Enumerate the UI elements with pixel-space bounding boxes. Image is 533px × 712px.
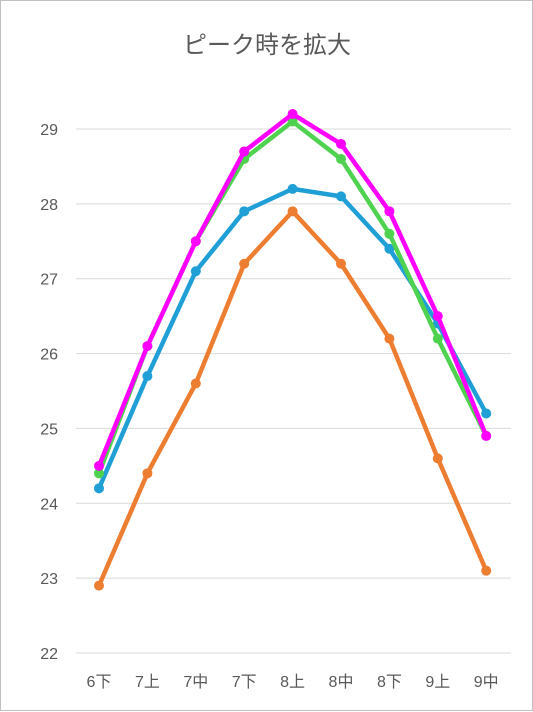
data-point [94, 483, 104, 494]
x-tick-label: 8上 [280, 673, 305, 691]
data-point [94, 580, 104, 591]
data-point [384, 228, 395, 239]
x-tick-label: 7中 [183, 673, 208, 691]
x-tick-label: 8中 [329, 673, 354, 691]
x-tick-label: 9上 [425, 673, 450, 691]
data-point [142, 371, 153, 382]
y-tick-label: 28 [40, 197, 58, 214]
data-point [432, 453, 443, 464]
data-point [239, 146, 250, 157]
data-point [384, 243, 395, 254]
data-point [190, 266, 201, 277]
data-point [287, 206, 298, 217]
data-point [94, 468, 104, 479]
series-3 [94, 109, 492, 471]
data-point [287, 109, 298, 120]
data-point [481, 565, 492, 576]
x-tick-label: 7下 [232, 674, 257, 691]
data-point [239, 206, 250, 217]
data-point [481, 408, 492, 419]
data-point [336, 138, 346, 149]
data-point [94, 460, 104, 471]
data-point [142, 341, 153, 352]
series-0 [94, 206, 492, 591]
y-axis-tick-labels: 22 23 24 25 26 27 28 29 [40, 122, 58, 663]
series-line-3 [96, 111, 489, 469]
data-point [190, 378, 201, 389]
y-tick-label: 23 [40, 571, 58, 588]
x-tick-label: 7上 [135, 673, 160, 691]
data-point [287, 183, 298, 194]
data-point [336, 258, 346, 269]
data-point [287, 116, 298, 127]
data-point [239, 258, 250, 269]
data-point [190, 236, 201, 247]
y-tick-label: 26 [40, 347, 58, 364]
x-axis-tick-labels: 6下 7上 7中 7下 8上 8中 8下 9上 9中 [87, 673, 499, 691]
data-point [432, 333, 443, 344]
data-point [432, 311, 443, 322]
chart-title: ピーク時を拡大 [183, 31, 351, 59]
x-tick-label: 8下 [377, 674, 402, 691]
data-point [142, 468, 153, 479]
series-lines [94, 109, 492, 591]
gridlines [76, 128, 511, 654]
y-tick-label: 29 [40, 122, 58, 139]
y-tick-label: 24 [40, 496, 58, 513]
series-line-1 [96, 186, 489, 491]
y-tick-label: 22 [40, 646, 58, 663]
data-point [336, 153, 346, 164]
data-point [336, 191, 346, 202]
data-point [481, 430, 492, 441]
y-tick-label: 27 [40, 272, 58, 289]
series-line-0 [96, 209, 489, 588]
data-point [384, 206, 395, 217]
y-tick-label: 25 [40, 421, 58, 438]
x-tick-label: 9中 [474, 673, 499, 691]
data-point [384, 333, 395, 344]
x-tick-label: 6下 [87, 674, 112, 691]
